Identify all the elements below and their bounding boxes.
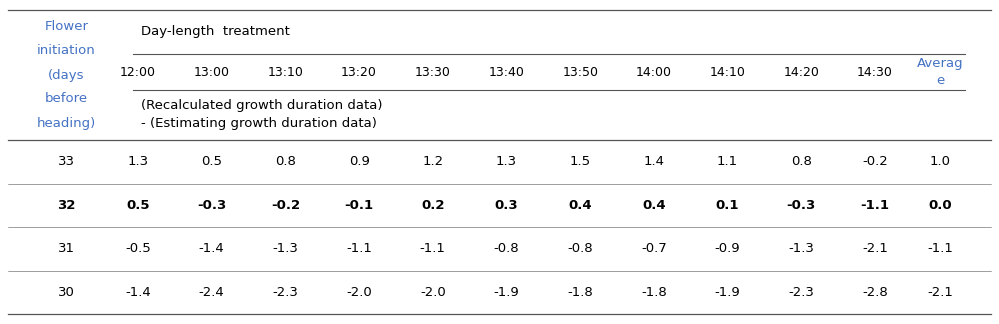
Text: 13:10: 13:10 <box>268 65 304 78</box>
Text: -2.0: -2.0 <box>347 286 372 299</box>
Text: 13:00: 13:00 <box>194 65 230 78</box>
Text: Day-length  treatment: Day-length treatment <box>141 26 290 39</box>
Text: - (Estimating growth duration data): - (Estimating growth duration data) <box>141 118 377 131</box>
Text: -2.3: -2.3 <box>273 286 299 299</box>
Text: 13:40: 13:40 <box>489 65 524 78</box>
Text: 0.9: 0.9 <box>349 155 370 168</box>
Text: (Recalculated growth duration data): (Recalculated growth duration data) <box>141 99 383 112</box>
Text: -2.3: -2.3 <box>788 286 814 299</box>
Text: 32: 32 <box>57 199 76 212</box>
Text: 14:30: 14:30 <box>857 65 893 78</box>
Text: -0.9: -0.9 <box>715 242 740 255</box>
Text: 1.0: 1.0 <box>929 155 950 168</box>
Text: -2.1: -2.1 <box>927 286 953 299</box>
Text: -2.0: -2.0 <box>420 286 446 299</box>
Text: -1.1: -1.1 <box>860 199 889 212</box>
Text: 31: 31 <box>58 242 75 255</box>
Text: 14:20: 14:20 <box>783 65 819 78</box>
Text: -0.2: -0.2 <box>271 199 300 212</box>
Text: 30: 30 <box>58 286 75 299</box>
Text: -0.2: -0.2 <box>862 155 888 168</box>
Text: -2.8: -2.8 <box>862 286 888 299</box>
Text: -0.8: -0.8 <box>567 242 593 255</box>
Text: 0.8: 0.8 <box>275 155 296 168</box>
Text: 0.4: 0.4 <box>642 199 665 212</box>
Text: heading): heading) <box>37 117 96 130</box>
Text: 12:00: 12:00 <box>120 65 156 78</box>
Text: -1.8: -1.8 <box>641 286 666 299</box>
Text: 0.5: 0.5 <box>201 155 222 168</box>
Text: 1.4: 1.4 <box>643 155 664 168</box>
Text: -2.4: -2.4 <box>199 286 225 299</box>
Text: 14:10: 14:10 <box>709 65 745 78</box>
Text: -1.4: -1.4 <box>125 286 151 299</box>
Text: -2.1: -2.1 <box>862 242 888 255</box>
Text: -1.3: -1.3 <box>273 242 299 255</box>
Text: -0.1: -0.1 <box>345 199 374 212</box>
Text: 0.8: 0.8 <box>791 155 812 168</box>
Text: -0.5: -0.5 <box>125 242 151 255</box>
Text: 0.5: 0.5 <box>126 199 150 212</box>
Text: -0.7: -0.7 <box>641 242 666 255</box>
Text: 33: 33 <box>58 155 75 168</box>
Text: -0.3: -0.3 <box>786 199 816 212</box>
Text: e: e <box>936 75 944 87</box>
Text: 13:30: 13:30 <box>415 65 451 78</box>
Text: -0.3: -0.3 <box>197 199 227 212</box>
Text: -1.9: -1.9 <box>494 286 519 299</box>
Text: Averag: Averag <box>917 56 963 70</box>
Text: -1.8: -1.8 <box>567 286 593 299</box>
Text: (days: (days <box>48 68 85 82</box>
Text: 1.2: 1.2 <box>423 155 444 168</box>
Text: -1.3: -1.3 <box>788 242 814 255</box>
Text: -1.1: -1.1 <box>347 242 372 255</box>
Text: before: before <box>45 92 88 106</box>
Text: 13:20: 13:20 <box>342 65 377 78</box>
Text: 0.0: 0.0 <box>928 199 952 212</box>
Text: initiation: initiation <box>37 44 96 57</box>
Text: -0.8: -0.8 <box>494 242 519 255</box>
Text: 0.4: 0.4 <box>568 199 592 212</box>
Text: 1.3: 1.3 <box>496 155 517 168</box>
Text: -1.9: -1.9 <box>714 286 740 299</box>
Text: 14:00: 14:00 <box>636 65 672 78</box>
Text: 13:50: 13:50 <box>562 65 598 78</box>
Text: Flower: Flower <box>45 20 89 33</box>
Text: -1.1: -1.1 <box>420 242 446 255</box>
Text: 0.2: 0.2 <box>421 199 445 212</box>
Text: 1.5: 1.5 <box>569 155 590 168</box>
Text: -1.4: -1.4 <box>199 242 225 255</box>
Text: 0.1: 0.1 <box>716 199 739 212</box>
Text: -1.1: -1.1 <box>927 242 953 255</box>
Text: 0.3: 0.3 <box>495 199 518 212</box>
Text: 1.1: 1.1 <box>717 155 738 168</box>
Text: 1.3: 1.3 <box>128 155 149 168</box>
